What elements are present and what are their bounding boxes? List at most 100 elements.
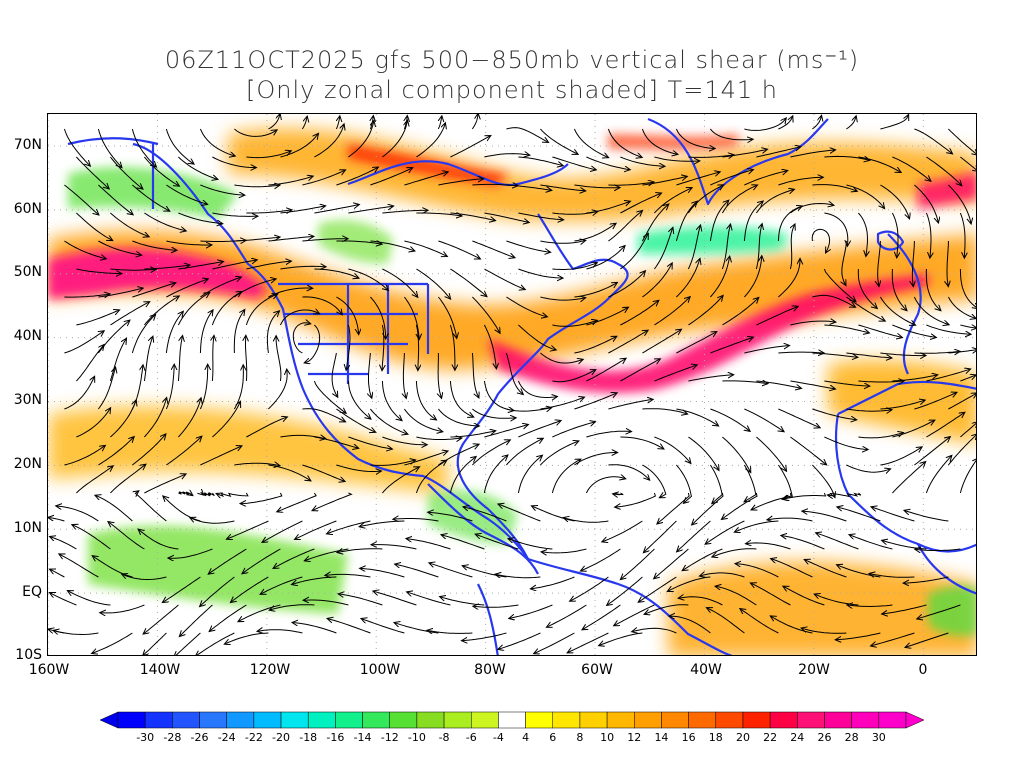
streamline xyxy=(811,228,829,252)
streamline xyxy=(620,156,664,166)
streamline xyxy=(802,628,847,634)
streamline xyxy=(200,446,241,466)
streamline xyxy=(110,465,145,494)
streamline xyxy=(746,543,791,550)
streamline xyxy=(370,408,407,434)
streamline xyxy=(362,619,405,634)
streamline xyxy=(280,206,324,214)
streamline xyxy=(540,128,577,154)
streamline xyxy=(339,594,383,606)
streamline xyxy=(586,431,630,438)
streamline xyxy=(675,128,714,149)
streamline xyxy=(518,212,562,220)
streamline xyxy=(196,632,235,655)
colorbar-label: -28 xyxy=(163,731,182,744)
streamline xyxy=(688,375,732,382)
streamline xyxy=(722,381,767,384)
streamline xyxy=(430,563,473,578)
streamline xyxy=(139,530,179,550)
streamline xyxy=(212,156,255,168)
streamline xyxy=(506,296,546,317)
streamline xyxy=(872,632,915,646)
streamline xyxy=(608,211,641,242)
streamline xyxy=(756,147,800,158)
streamline xyxy=(177,336,182,382)
map-plot-area xyxy=(47,113,977,656)
streamline xyxy=(415,461,446,494)
streamline xyxy=(484,268,524,289)
streamline xyxy=(212,260,256,270)
lon-label: 120W xyxy=(249,662,291,678)
streamline xyxy=(790,150,834,158)
streamline xyxy=(293,623,337,634)
streamline xyxy=(314,205,358,214)
streamline xyxy=(586,359,625,382)
streamline xyxy=(679,597,723,606)
streamline xyxy=(348,436,391,449)
streamline xyxy=(64,377,94,410)
streamline xyxy=(499,632,541,649)
streamline xyxy=(346,324,351,369)
streamline xyxy=(744,171,786,186)
streamline xyxy=(586,202,629,214)
streamline xyxy=(110,269,155,270)
streamline xyxy=(574,453,616,466)
streamline xyxy=(710,408,749,431)
streamline xyxy=(404,172,447,186)
streamline xyxy=(73,525,111,550)
streamline xyxy=(131,366,143,410)
colorbar-label: 16 xyxy=(681,731,696,744)
streamline xyxy=(347,380,370,419)
streamline xyxy=(918,604,961,619)
streamline xyxy=(607,128,641,157)
streamline xyxy=(583,604,621,629)
streamline xyxy=(642,408,686,414)
streamline xyxy=(476,535,519,550)
streamline xyxy=(438,296,456,338)
streamline xyxy=(571,576,609,601)
colorbar-label: 22 xyxy=(763,731,778,744)
lat-label: 50N xyxy=(13,264,42,280)
streamline xyxy=(904,576,949,583)
streamline xyxy=(535,632,575,653)
streamline xyxy=(144,604,179,634)
streamline xyxy=(438,179,482,186)
streamline xyxy=(483,380,513,410)
streamline xyxy=(96,496,133,522)
streamline xyxy=(692,492,724,524)
streamline xyxy=(926,369,969,382)
streamline xyxy=(178,399,200,438)
colorbar-swatch xyxy=(172,711,200,729)
streamline xyxy=(416,437,461,440)
streamline xyxy=(403,408,442,432)
streamline xyxy=(741,609,779,634)
streamline xyxy=(947,296,975,318)
streamline xyxy=(812,184,856,191)
streamline xyxy=(437,117,441,130)
lon-label: 140W xyxy=(139,662,181,678)
streamline xyxy=(756,436,786,471)
streamline xyxy=(496,574,541,577)
streamline xyxy=(687,226,700,270)
streamline xyxy=(892,462,925,494)
streamline xyxy=(450,431,494,438)
colorbar xyxy=(100,711,924,729)
colorbar-swatch xyxy=(416,711,445,729)
streamline xyxy=(926,324,970,334)
streamline xyxy=(416,213,461,216)
streamline xyxy=(615,604,655,625)
streamline xyxy=(234,237,279,242)
streamline xyxy=(782,536,825,550)
streamline xyxy=(64,184,98,214)
streamline xyxy=(415,380,435,419)
streamline xyxy=(50,593,77,606)
streamline xyxy=(381,380,401,420)
colorbar-swatch xyxy=(715,711,744,729)
streamline xyxy=(450,136,490,158)
colorbar-swatch xyxy=(389,711,418,729)
streamline xyxy=(110,156,142,189)
streamline xyxy=(98,288,142,298)
colorbar-label: 20 xyxy=(735,731,750,744)
streamline xyxy=(517,380,556,398)
streamline xyxy=(109,339,126,382)
